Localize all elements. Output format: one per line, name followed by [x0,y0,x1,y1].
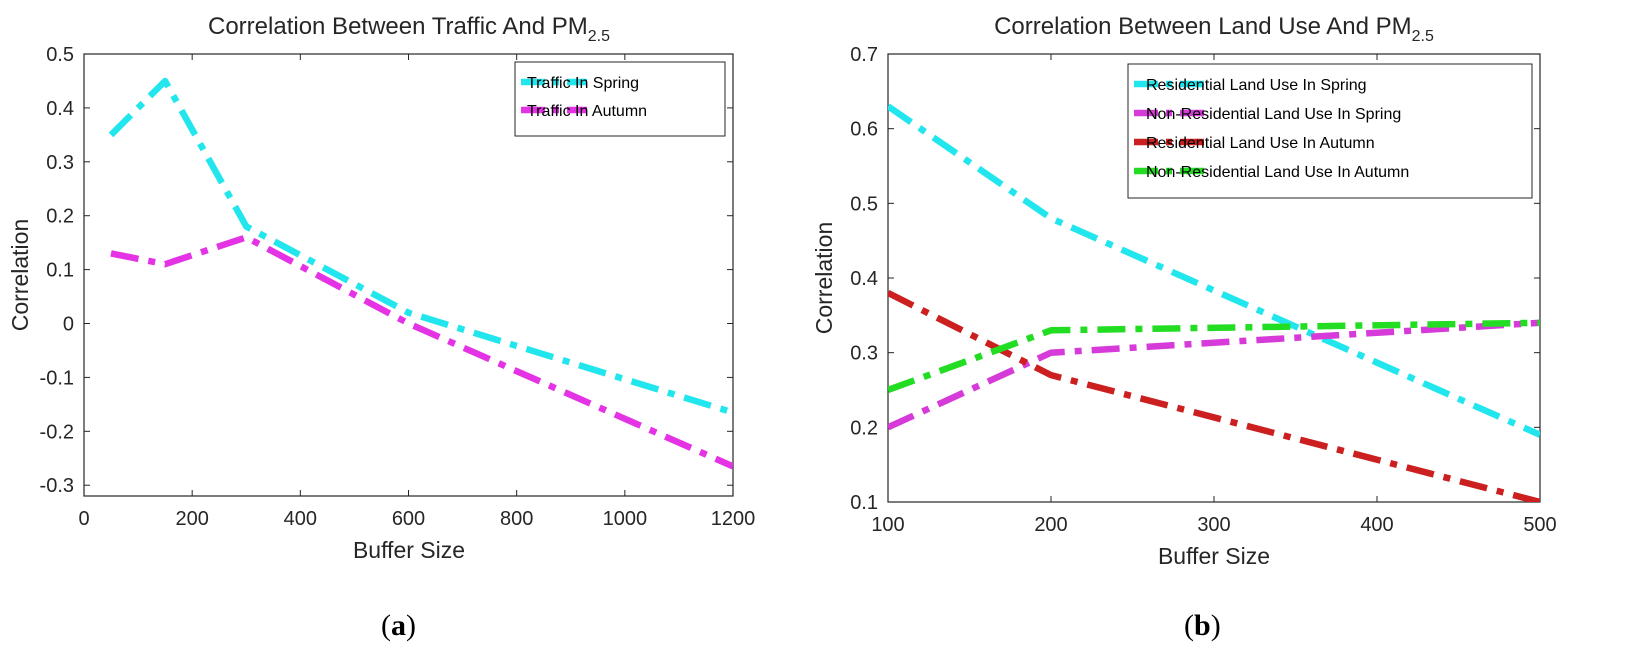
x-tick-label: 200 [1034,514,1067,536]
x-tick-label: 1200 [711,508,756,530]
x-axis-label: Buffer Size [353,537,465,563]
legend-entry-label: Residential Land Use In Autumn [1146,135,1375,152]
legend-box [514,61,726,137]
series-group [888,103,1540,502]
series-line-residential-land-use-in-spring [888,103,1540,438]
panel-caption: (a) [381,609,416,642]
legend: Traffic In Spring Traffic In Autumn [514,61,726,137]
legend-entry-label: Non-Residential Land Use In Autumn [1146,164,1409,181]
x-tick-label: 400 [284,508,317,530]
series-group [108,77,733,470]
chart-title: Correlation Between Traffic And PM2.5 [208,13,610,45]
x-tick-label: 0 [78,508,89,530]
series-line-traffic-in-spring [108,77,733,416]
x-axis-label: Buffer Size [1158,543,1270,569]
y-tick-label: 0.6 [850,119,878,141]
y-tick-label: 0.4 [850,268,878,290]
panel-caption: (b) [1184,609,1221,642]
x-tick-label: 400 [1360,514,1393,536]
y-tick-label: 0.7 [850,44,878,66]
series-line-non-residential-land-use-in-autumn [888,319,1540,394]
legend-entry-label: Non-Residential Land Use In Spring [1146,106,1401,123]
y-axis-label: Correlation [7,219,33,332]
y-tick-label: 0.1 [46,260,74,282]
y-tick-label: 0.2 [46,206,74,228]
y-tick-label: -0.1 [40,367,74,389]
x-tick-label: 300 [1197,514,1230,536]
y-tick-label: 0.5 [46,44,74,66]
series-line-residential-land-use-in-autumn [888,289,1540,502]
series-line-non-residential-land-use-in-spring [888,319,1540,431]
x-tick-label: 600 [392,508,425,530]
x-tick-label: 500 [1523,514,1556,536]
x-tick-label: 200 [175,508,208,530]
chart-b-land-use: Correlation Between Land Use And PM2.5 10… [811,13,1557,642]
legend-entry-label: Traffic In Autumn [527,103,647,120]
x-tick-label: 1000 [603,508,648,530]
y-tick-label: 0.4 [46,98,74,120]
y-tick-label: 0.5 [850,193,878,215]
legend: Residential Land Use In Spring Non-Reside… [1127,63,1533,199]
y-tick-label: 0.3 [46,152,74,174]
series-line-traffic-in-autumn [110,234,733,470]
x-tick-label: 100 [871,514,904,536]
y-tick-label: -0.2 [40,421,74,443]
y-tick-label: 0.1 [850,492,878,514]
y-tick-label: -0.3 [40,475,74,497]
y-tick-label: 0.2 [850,417,878,439]
legend-entry-label: Traffic In Spring [527,75,639,92]
chart-a-traffic: Correlation Between Traffic And PM2.5 0 20… [7,13,755,642]
y-tick-label: 0.3 [850,343,878,365]
y-tick-label: 0 [63,314,74,336]
legend-entry-label: Residential Land Use In Spring [1146,77,1367,94]
x-tick-label: 800 [500,508,533,530]
y-axis-label: Correlation [811,222,837,335]
chart-title: Correlation Between Land Use And PM2.5 [994,13,1434,45]
